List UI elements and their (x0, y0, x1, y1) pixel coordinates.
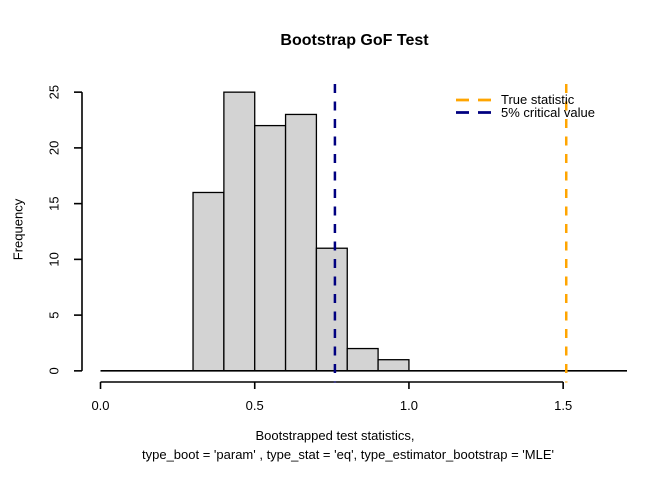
histogram-bar (346, 347, 379, 372)
legend-label-true-statistic: True statistic (501, 92, 575, 107)
histogram-bar (377, 359, 410, 372)
y-axis-title: Frequency (10, 198, 26, 261)
histogram-bar (192, 191, 225, 372)
y-tick-label: 20 (47, 141, 62, 155)
x-tick-label: 0.0 (91, 398, 109, 413)
histogram-bar (254, 124, 287, 372)
x-tick-label: 1.0 (400, 398, 418, 413)
x-axis-title-line1: Bootstrapped test statistics, (255, 428, 415, 443)
y-tick-label: 0 (47, 367, 62, 374)
y-tick-label: 25 (47, 85, 62, 99)
histogram-bar (315, 247, 348, 372)
y-tick-label: 5 (47, 311, 62, 318)
y-tick-label: 15 (47, 196, 62, 210)
y-tick-label: 10 (47, 252, 62, 266)
legend-label-critical-value: 5% critical value (501, 105, 595, 120)
chart-title: Bootstrap GoF Test (280, 32, 429, 49)
histogram-bar (284, 113, 318, 372)
x-axis-title-line2: type_boot = 'param' , type_stat = 'eq', … (142, 447, 554, 462)
x-tick-label: 0.5 (246, 398, 264, 413)
x-tick-label: 1.5 (554, 398, 572, 413)
histogram-bar (223, 91, 256, 372)
